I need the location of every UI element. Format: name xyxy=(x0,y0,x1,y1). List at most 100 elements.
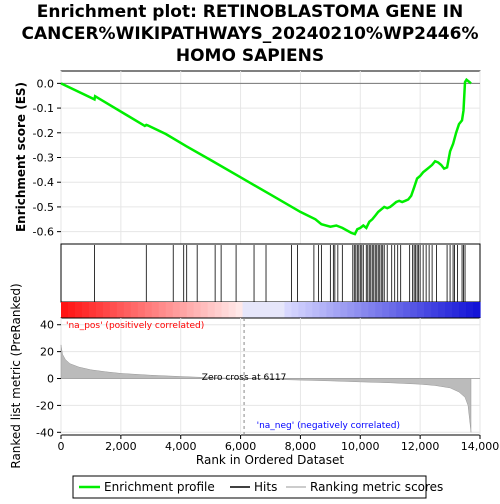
rank-color-segment xyxy=(417,302,425,318)
rank-color-segment xyxy=(319,302,327,318)
es-tick-label: -0.4 xyxy=(33,176,54,189)
es-y-axis-label: Enrichment score (ES) xyxy=(14,82,28,232)
x-axis-label: Rank in Ordered Dataset xyxy=(196,453,344,467)
rank-color-segment xyxy=(326,302,334,318)
chart-title-line-3: HOMO SAPIENS xyxy=(176,46,324,66)
rank-color-segment xyxy=(459,302,467,318)
rank-color-segment xyxy=(438,302,446,318)
rank-color-segment xyxy=(130,302,139,318)
rank-color-segment xyxy=(354,302,362,318)
ranking-metric-area xyxy=(60,344,472,433)
ranked-y-ticks: 40 20 0 -20 -40 xyxy=(36,319,61,439)
x-tick-label: 0 xyxy=(58,440,65,453)
rank-color-segment xyxy=(228,302,237,318)
neg-correlated-label: 'na_neg' (negatively correlated) xyxy=(257,421,400,431)
rank-color-segment xyxy=(452,302,460,318)
rank-color-segment xyxy=(137,302,146,318)
rank-color-segment xyxy=(431,302,439,318)
chart-title-line-2: CANCER%WIKIPATHWAYS_20240210%WP2446% xyxy=(22,24,479,44)
rank-color-segment xyxy=(466,302,474,318)
es-tick-label: -0.1 xyxy=(33,102,54,115)
rank-color-segment xyxy=(473,302,481,318)
rank-color-segment xyxy=(424,302,432,318)
rank-color-segment xyxy=(186,302,195,318)
x-tick-label: 2,000 xyxy=(105,440,137,453)
rank-color-segment xyxy=(312,302,320,318)
es-tick-label: -0.3 xyxy=(33,152,54,165)
rank-color-segment xyxy=(74,302,83,318)
x-tick-label: 8,000 xyxy=(285,440,317,453)
es-tick-label: 0.0 xyxy=(37,77,55,90)
ranked-tick-label: 40 xyxy=(40,319,54,332)
x-tick-label: 6,000 xyxy=(225,440,257,453)
rank-color-segment xyxy=(81,302,90,318)
rank-color-bar xyxy=(61,302,481,318)
rank-color-segment xyxy=(277,302,286,318)
hits-panel xyxy=(60,243,481,318)
x-tick-label: 10,000 xyxy=(341,440,380,453)
ranked-tick-label: -20 xyxy=(36,399,54,412)
rank-color-segment xyxy=(256,302,265,318)
rank-color-segment xyxy=(102,302,111,318)
rank-color-segment xyxy=(61,302,69,318)
rank-color-segment xyxy=(95,302,104,318)
series-line-enrichment-profile xyxy=(60,77,472,236)
x-tick-label: 12,000 xyxy=(401,440,440,453)
es-tick-label: -0.5 xyxy=(33,201,54,214)
rank-color-segment xyxy=(123,302,132,318)
rank-color-segment xyxy=(333,302,341,318)
legend: Enrichment profile Hits Ranking metric s… xyxy=(72,475,443,499)
rank-color-segment xyxy=(270,302,279,318)
legend-label-ranking-metric-scores: Ranking metric scores xyxy=(310,480,443,494)
rank-color-segment xyxy=(67,302,76,318)
rank-color-segment xyxy=(340,302,348,318)
rank-color-segment xyxy=(298,302,307,318)
legend-label-hits: Hits xyxy=(254,480,277,494)
rank-color-segment xyxy=(200,302,209,318)
rank-color-segment xyxy=(291,302,300,318)
rank-color-segment xyxy=(165,302,174,318)
rank-color-segment xyxy=(214,302,223,318)
hits-panel-frame xyxy=(60,243,481,303)
rank-color-segment xyxy=(284,302,293,318)
es-tick-label: -0.6 xyxy=(33,226,54,239)
rank-color-segment xyxy=(158,302,167,318)
rank-color-segment xyxy=(263,302,272,318)
rank-color-segment xyxy=(389,302,397,318)
rank-color-segment xyxy=(242,302,251,318)
hit-lines xyxy=(94,245,466,302)
rank-color-segment xyxy=(207,302,216,318)
rank-color-segment xyxy=(396,302,404,318)
rank-color-segment xyxy=(403,302,411,318)
legend-label-enrichment-profile: Enrichment profile xyxy=(104,480,215,494)
x-axis-ticks: 0 2,000 4,000 6,000 8,000 10,000 12,000 14,000 xyxy=(58,435,500,453)
rank-color-segment xyxy=(347,302,355,318)
x-tick-label: 14,000 xyxy=(461,440,500,453)
rank-color-segment xyxy=(88,302,97,318)
rank-color-segment xyxy=(249,302,258,318)
chart-title-line-1: Enrichment plot: RETINOBLASTOMA GENE IN xyxy=(37,2,463,22)
rank-color-segment xyxy=(361,302,369,318)
ranked-tick-label: -40 xyxy=(36,426,54,439)
rank-color-segment xyxy=(375,302,383,318)
rank-color-segment xyxy=(144,302,153,318)
rank-color-segment xyxy=(235,302,244,318)
rank-color-segment xyxy=(305,302,313,318)
rank-color-segment xyxy=(109,302,118,318)
ranked-y-axis-label: Ranked list metric (PreRanked) xyxy=(9,283,23,468)
es-panel: 0.0 -0.1 -0.2 -0.3 -0.4 -0.5 -0.6 Enrichment s… xyxy=(14,70,481,245)
rank-color-segment xyxy=(179,302,188,318)
x-tick-label: 4,000 xyxy=(165,440,197,453)
rank-color-segment xyxy=(368,302,376,318)
rank-color-segment xyxy=(193,302,202,318)
es-tick-label: -0.2 xyxy=(33,127,54,140)
pos-correlated-label: 'na_pos' (positively correlated) xyxy=(66,321,204,331)
ranked-tick-label: 0 xyxy=(47,373,54,386)
rank-color-segment xyxy=(151,302,160,318)
ranked-tick-label: 20 xyxy=(40,346,54,359)
rank-color-segment xyxy=(116,302,125,318)
rank-color-segment xyxy=(382,302,390,318)
rank-color-segment xyxy=(221,302,230,318)
